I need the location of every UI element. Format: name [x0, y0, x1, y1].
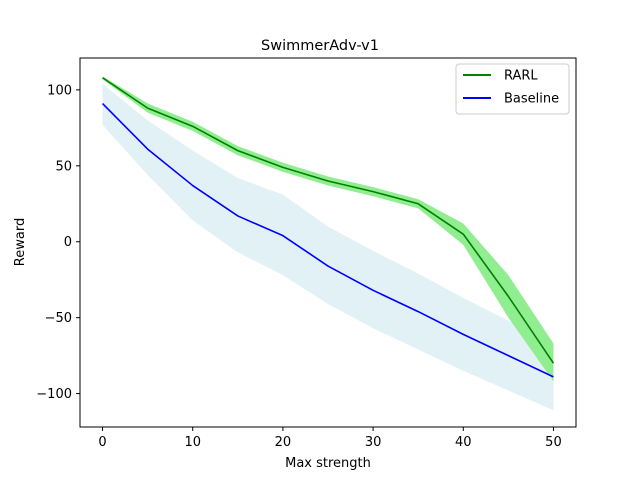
series-lines — [101, 77, 555, 378]
x-axis-label: Max strength — [285, 456, 371, 471]
y-axis-ticks: 100 50 0 −50 −100 — [36, 83, 80, 402]
x-axis-ticks: 0 10 20 30 40 50 — [98, 427, 562, 450]
chart-title: SwimmerAdv-v1 — [261, 38, 379, 54]
x-tick-label: 20 — [275, 435, 292, 450]
band-rarl — [102, 76, 554, 382]
y-tick-label: 0 — [64, 235, 72, 250]
y-tick-label: 50 — [55, 159, 72, 174]
x-tick-label: 30 — [365, 435, 382, 450]
legend-label-baseline: Baseline — [504, 92, 559, 107]
x-tick-label: 10 — [184, 435, 201, 450]
y-axis-label: Reward — [13, 218, 28, 266]
y-tick-label: −50 — [45, 311, 72, 326]
legend-frame — [455, 63, 570, 115]
x-tick-label: 40 — [455, 435, 472, 450]
x-tick-label: 0 — [98, 435, 106, 450]
y-tick-label: −100 — [36, 387, 72, 402]
confidence-bands — [102, 76, 554, 411]
x-tick-label: 50 — [545, 435, 562, 450]
line-rarl — [102, 77, 555, 364]
y-tick-label: 100 — [47, 83, 72, 98]
legend: RARL Baseline — [455, 63, 570, 115]
legend-label-rarl: RARL — [504, 69, 538, 84]
line-baseline — [101, 102, 554, 378]
plot-frame — [79, 57, 577, 428]
band-baseline — [102, 83, 554, 411]
